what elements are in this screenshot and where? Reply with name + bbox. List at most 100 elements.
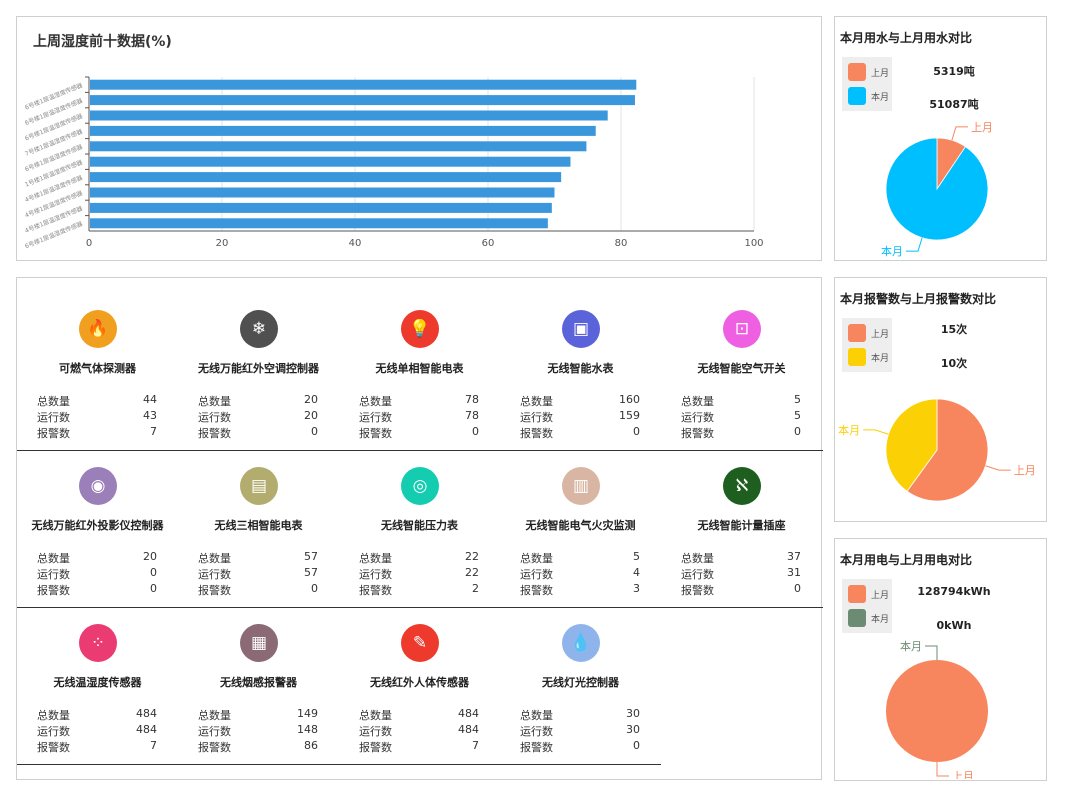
stat-label: 运行数 [520,411,553,424]
stat-label: 总数量 [198,395,231,408]
row-divider [17,450,823,451]
x-tick-label: 40 [349,238,362,249]
stat-label: 运行数 [37,725,70,738]
stat-value: 4 [633,566,640,579]
stat-value: 78 [465,393,479,406]
water-legend-last-month[interactable]: 上月 [846,62,892,82]
stat-value: 160 [619,393,640,406]
stat-label: 总数量 [520,395,553,408]
humidity-bar[interactable] [90,141,587,152]
humidity-bar[interactable] [90,110,608,121]
stat-value: 22 [465,566,479,579]
legend-label: 本月 [871,93,890,103]
humidity-bar-chart: 0 20 40 60 80 1006号楼1层温湿度传感器6号楼1层温湿度传感器6号楼1层温… [24,76,764,250]
stat-label: 运行数 [37,568,70,581]
stat-label: 运行数 [359,411,392,424]
power-legend-this-month[interactable]: 本月 [846,608,892,628]
legend-swatch [848,63,866,81]
smoke-detector-icon: ▦ [240,624,278,662]
water-this-month-value: 51087吨 [929,98,979,111]
stat-label: 运行数 [37,411,70,424]
device-name: 无线智能计量插座 [697,519,786,532]
stat-label: 运行数 [520,725,553,738]
stat-value: 7 [150,739,157,752]
humidity-bar[interactable] [90,156,571,167]
stat-label: 报警数 [359,584,392,597]
humidity-bar[interactable] [90,172,562,183]
x-tick-label: 80 [615,238,628,249]
pie-leader-line [925,645,938,660]
flame-icon: 🔥 [79,310,117,348]
humidity-bar[interactable] [90,79,637,90]
alarm-legend-last-month[interactable]: 上月 [846,323,892,343]
stat-value: 57 [304,550,318,563]
stat-label: 总数量 [520,552,553,565]
power-pie-chart: 上月 本月 [886,639,988,779]
stat-label: 报警数 [520,427,553,440]
stat-value: 7 [150,425,157,438]
power-last-month-value: 128794kWh [917,585,991,598]
stat-label: 报警数 [37,741,70,754]
pie-slice[interactable] [886,660,988,762]
stat-label: 报警数 [681,584,714,597]
water-last-month-value: 5319吨 [933,65,975,78]
stat-value: 31 [787,566,801,579]
stat-label: 运行数 [359,725,392,738]
stat-value: 57 [304,566,318,579]
stat-label: 总数量 [520,709,553,722]
stat-value: 22 [465,550,479,563]
legend-label: 上月 [871,330,890,340]
humidity-bar[interactable] [90,95,635,106]
humidity-bar[interactable] [90,187,555,198]
legend-swatch [848,609,866,627]
power-legend-last-month[interactable]: 上月 [846,584,892,604]
gauge-icon: ◎ [401,467,439,505]
water-legend-this-month[interactable]: 本月 [846,86,892,106]
water-legend: 上月 本月 [842,57,892,111]
pie-slice[interactable] [906,398,989,502]
pie-leader-line [906,237,923,252]
humidity-chart-panel: 0 20 40 60 80 100 6号楼1层温湿度传感器 6号楼1层温湿度传感器 6号楼1层温… [16,16,822,261]
humidity-bar[interactable] [90,202,552,213]
stat-label: 总数量 [681,395,714,408]
pie-slice[interactable] [885,137,989,241]
stat-value: 20 [304,393,318,406]
stat-label: 总数量 [359,709,392,722]
stat-value: 30 [626,707,640,720]
stat-value: 30 [626,723,640,736]
stat-value: 20 [143,550,157,563]
stat-label: 总数量 [681,552,714,565]
power-legend: 上月 本月 [842,579,892,633]
stat-label: 报警数 [520,741,553,754]
x-tick-label: 20 [216,238,229,249]
alarm-legend-this-month[interactable]: 本月 [846,347,892,367]
humidity-bar[interactable] [90,125,596,136]
stat-value: 148 [297,723,318,736]
stat-value: 2 [472,582,479,595]
stat-label: 总数量 [37,395,70,408]
stat-value: 0 [633,425,640,438]
legend-label: 本月 [871,354,890,364]
stat-label: 运行数 [198,411,231,424]
stat-value: 0 [150,582,157,595]
stat-label: 运行数 [198,725,231,738]
infrared-sensor-icon: ✎ [401,624,439,662]
stat-label: 运行数 [681,411,714,424]
device-name: 无线万能红外投影仪控制器 [31,519,164,532]
stat-value: 86 [304,739,318,752]
water-title: 本月用水与上月用水对比 [840,31,973,45]
device-name: 无线智能电气火灾监测 [525,519,636,532]
stat-value: 5 [794,409,801,422]
stat-value: 0 [311,425,318,438]
device-name: 无线智能空气开关 [697,362,786,375]
device-name: 无线红外人体传感器 [370,676,469,689]
humidity-bar[interactable] [90,218,548,229]
stat-value: 484 [136,723,157,736]
device-name: 无线单相智能电表 [375,362,464,375]
alarm-this-month-value: 10次 [940,357,968,370]
pie-slice-label: 本月 [838,423,860,437]
pie-leader-line [985,465,1011,471]
pie-slice-label: 本月 [900,639,922,653]
thermometer-icon: ⁘ [79,624,117,662]
